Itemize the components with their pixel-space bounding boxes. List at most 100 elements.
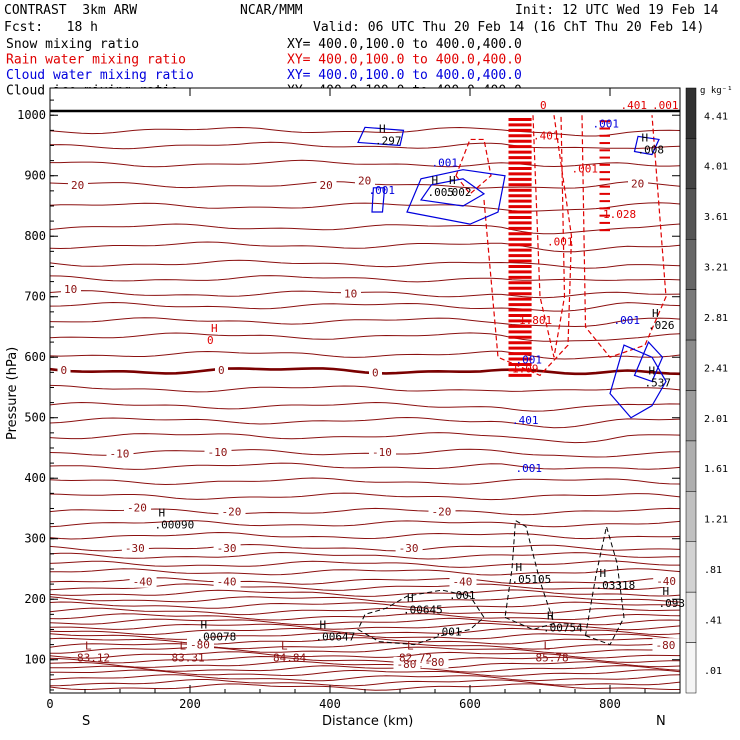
legend-field-name: Cloud water mixing ratio <box>6 68 194 83</box>
temperature-label-bg <box>213 540 241 554</box>
extremum-value: 0 <box>207 334 214 347</box>
temperature-contour-line <box>49 350 681 360</box>
x-tick-label: 200 <box>179 697 201 711</box>
contour-value-label: 1.028 <box>603 208 636 221</box>
contour-value-label: .001 <box>449 589 476 602</box>
extremum-value: .002 <box>445 186 472 199</box>
temperature-contour-line <box>49 126 681 137</box>
header-center: NCAR/MMM <box>240 3 303 18</box>
cloud-water-contour-low2 <box>419 178 486 207</box>
colorbar-label: 4.01 <box>704 162 728 173</box>
temperature-label-bg <box>106 446 134 460</box>
temperature-label: -40 <box>217 576 237 589</box>
colorbar: 4.41 4.01 3.61 3.21 2.81 2.41 2.01 1.61 1.21 .81.… <box>685 86 733 694</box>
extremum-value: 82.72 <box>399 652 432 665</box>
rain-contour-central2 <box>532 115 566 358</box>
temperature-contour-line <box>49 241 681 253</box>
extremum-value: .297 <box>375 134 402 147</box>
extremum-value: .00647 <box>316 631 356 644</box>
temperature-label-bg <box>355 173 375 187</box>
extremum-value: .537 <box>645 376 672 389</box>
colorbar-swatch <box>685 390 697 442</box>
temperature-label-bg <box>449 574 477 588</box>
temperature-contour-line <box>49 448 681 458</box>
colorbar-swatch <box>685 591 697 643</box>
temperature-label-bg <box>421 655 449 669</box>
temperature-contour-line <box>49 613 681 621</box>
temperature-label-bg <box>68 177 88 191</box>
x-tick-label: 800 <box>599 697 621 711</box>
x-tick-label: 400 <box>319 697 341 711</box>
colorbar-label: 2.41 <box>704 363 728 374</box>
temperature-label: -80 <box>190 639 210 652</box>
cloud-water-contour-low <box>406 169 506 225</box>
temperature-contour-line <box>49 432 681 444</box>
extremum-marker: H <box>407 591 414 604</box>
temperature-label-bg <box>218 504 246 518</box>
extremum-marker: H <box>379 122 386 135</box>
temperature-contour-line <box>49 655 680 664</box>
y-tick-label: 500 <box>24 411 46 425</box>
extremum-marker: H <box>642 131 649 144</box>
contour-value-label: .001 <box>435 626 462 639</box>
ice-contour-north <box>584 526 625 646</box>
colorbar-swatch <box>685 541 697 593</box>
extremum-value: .026 <box>648 319 675 332</box>
temperature-contour-line <box>49 595 681 603</box>
extremum-marker: H <box>159 507 166 520</box>
y-tick-label: 200 <box>24 592 46 606</box>
temperature-contour-line <box>49 367 681 376</box>
colorbar-label: .01 <box>704 666 722 677</box>
temperature-label: 10 <box>344 288 357 301</box>
extremum-marker: H <box>649 364 656 377</box>
temperature-label: 0 <box>61 364 68 377</box>
header-left-title: CONTRAST 3km ARW <box>4 3 137 18</box>
rain-contour-central <box>483 115 573 377</box>
contour-labels: -80 -80 -80 -80 -40 -40 -40 -40 -30 -30 -30 -20 -20 -… <box>57 99 685 671</box>
y-tick-label: 600 <box>24 350 46 364</box>
cloud-water-contours <box>357 126 667 419</box>
extremum-value: .00090 <box>155 519 195 532</box>
extremum-value: .00754 <box>543 621 583 634</box>
colorbar-unit: g kg⁻¹ <box>700 86 733 96</box>
header-valid: Valid: 06 UTC Thu 20 Feb 14 (16 ChT Thu … <box>313 20 704 35</box>
temperature-label: 20 <box>71 179 84 192</box>
cloud-water-contour-ne2 <box>633 341 664 383</box>
colorbar-swatch <box>685 289 697 341</box>
temperature-label-bg <box>369 365 382 379</box>
ice-contour-central <box>504 519 555 631</box>
legend-field-xy: XY= 400.0,100.0 to 400.0,400.0 <box>287 53 522 68</box>
extremum-value: .03318 <box>596 579 636 592</box>
legend-field-xy: XY= 400.0,100.0 to 400.0,400.0 <box>287 68 522 83</box>
y-tick-label: 1000 <box>17 108 46 122</box>
contour-value-label: .001 <box>593 117 620 130</box>
temperature-label-bg <box>316 177 337 191</box>
extremum-value: .008 <box>638 143 665 156</box>
temperature-label: -10 <box>372 446 392 459</box>
temperature-contour-line <box>49 679 681 687</box>
temperature-contour-line <box>49 642 681 650</box>
temperature-label: -30 <box>217 542 237 555</box>
temperature-contour-line <box>49 637 681 645</box>
temperature-label-bg <box>393 656 421 670</box>
temperature-contour-line <box>49 665 681 673</box>
extremum-marker: H <box>547 609 554 622</box>
plot-area <box>50 88 680 693</box>
temperature-label: -80 <box>425 656 445 669</box>
temperature-label: -80 <box>397 658 417 671</box>
cloud-water-contour-ne <box>609 344 667 419</box>
contour-value-label: .001 <box>614 314 641 327</box>
y-tick-label: 400 <box>24 471 46 485</box>
temperature-contour-line <box>49 660 681 669</box>
y-tick-label: 100 <box>24 653 46 667</box>
temperature-label: 20 <box>358 175 371 188</box>
temperature-contour-line <box>50 159 681 168</box>
endpoint-right: N <box>656 714 666 729</box>
temperature-contour-line <box>49 560 680 568</box>
temperature-contours <box>49 109 681 691</box>
temperature-contour-line <box>50 646 681 654</box>
temperature-contour-line <box>49 384 681 393</box>
contour-value-label: .001 <box>547 235 574 248</box>
contour-value-label: .001 <box>369 184 396 197</box>
